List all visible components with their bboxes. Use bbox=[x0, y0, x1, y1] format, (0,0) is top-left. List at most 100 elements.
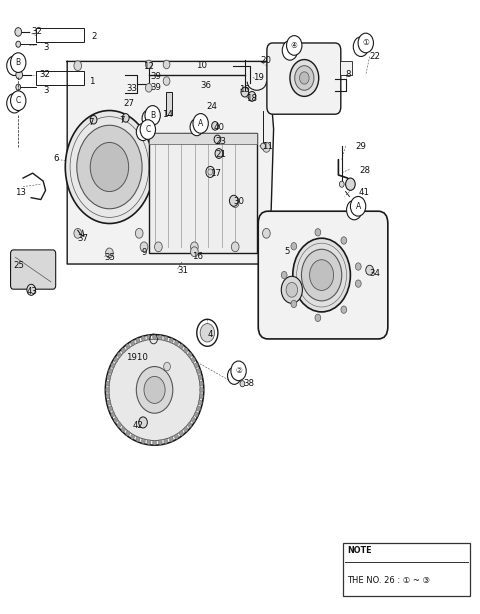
Circle shape bbox=[197, 369, 201, 374]
Text: NOTE: NOTE bbox=[347, 546, 372, 555]
Circle shape bbox=[140, 120, 156, 139]
Circle shape bbox=[175, 341, 179, 346]
Text: 22: 22 bbox=[370, 52, 381, 61]
Text: 21: 21 bbox=[216, 150, 227, 159]
Circle shape bbox=[350, 196, 366, 216]
Circle shape bbox=[7, 56, 22, 76]
Circle shape bbox=[136, 123, 150, 141]
Circle shape bbox=[200, 324, 215, 342]
Bar bbox=[149, 133, 257, 144]
Text: 43: 43 bbox=[26, 287, 37, 296]
Text: 32: 32 bbox=[31, 28, 42, 36]
Circle shape bbox=[208, 169, 213, 175]
Circle shape bbox=[111, 412, 115, 417]
Circle shape bbox=[346, 178, 355, 190]
Circle shape bbox=[214, 135, 221, 144]
Bar bbox=[340, 61, 352, 75]
Circle shape bbox=[310, 260, 334, 290]
Text: C: C bbox=[12, 99, 17, 107]
Circle shape bbox=[107, 375, 111, 379]
Text: 20: 20 bbox=[260, 56, 271, 65]
Circle shape bbox=[153, 335, 156, 340]
Text: A: A bbox=[198, 119, 203, 128]
Circle shape bbox=[215, 149, 223, 158]
Circle shape bbox=[106, 248, 113, 258]
Text: B: B bbox=[150, 111, 155, 120]
Text: 8: 8 bbox=[346, 71, 351, 79]
Circle shape bbox=[194, 363, 198, 368]
Circle shape bbox=[188, 352, 192, 357]
Circle shape bbox=[163, 60, 170, 69]
Text: C: C bbox=[16, 96, 21, 105]
Text: 7: 7 bbox=[88, 119, 93, 127]
Circle shape bbox=[180, 344, 183, 349]
Circle shape bbox=[142, 110, 156, 127]
Circle shape bbox=[65, 111, 154, 223]
Text: 37: 37 bbox=[78, 234, 89, 243]
Circle shape bbox=[114, 418, 118, 422]
Circle shape bbox=[135, 228, 143, 238]
Circle shape bbox=[355, 280, 361, 287]
Circle shape bbox=[190, 119, 204, 136]
Circle shape bbox=[11, 53, 26, 72]
Circle shape bbox=[199, 381, 203, 386]
Text: 30: 30 bbox=[234, 197, 245, 206]
Circle shape bbox=[281, 271, 287, 279]
Text: ②: ② bbox=[235, 367, 242, 375]
Circle shape bbox=[144, 376, 165, 403]
Circle shape bbox=[108, 369, 112, 374]
Text: 4: 4 bbox=[207, 330, 213, 339]
Circle shape bbox=[192, 357, 195, 362]
Circle shape bbox=[131, 434, 134, 439]
Text: 3: 3 bbox=[43, 44, 48, 52]
Circle shape bbox=[142, 336, 145, 341]
Text: 39: 39 bbox=[151, 84, 162, 92]
Circle shape bbox=[111, 363, 115, 368]
FancyBboxPatch shape bbox=[267, 43, 341, 114]
Circle shape bbox=[286, 282, 298, 297]
Circle shape bbox=[358, 33, 373, 53]
Circle shape bbox=[106, 387, 109, 392]
Circle shape bbox=[231, 198, 239, 208]
Text: 14: 14 bbox=[162, 110, 173, 119]
Text: ④: ④ bbox=[291, 41, 298, 50]
Text: 5: 5 bbox=[285, 247, 290, 256]
Text: 17: 17 bbox=[210, 169, 221, 177]
Circle shape bbox=[248, 91, 256, 101]
Text: 40: 40 bbox=[213, 123, 224, 131]
Text: 2: 2 bbox=[91, 33, 96, 41]
Text: ③: ③ bbox=[287, 46, 293, 55]
Circle shape bbox=[114, 357, 118, 362]
Circle shape bbox=[16, 84, 21, 90]
Circle shape bbox=[74, 61, 82, 71]
Circle shape bbox=[90, 142, 129, 192]
Circle shape bbox=[108, 406, 112, 411]
Circle shape bbox=[169, 338, 173, 343]
Circle shape bbox=[16, 41, 21, 47]
Circle shape bbox=[16, 71, 23, 79]
Circle shape bbox=[198, 400, 202, 405]
Circle shape bbox=[199, 394, 203, 398]
Circle shape bbox=[339, 181, 344, 187]
Circle shape bbox=[106, 381, 110, 386]
Bar bbox=[166, 92, 172, 115]
Circle shape bbox=[163, 77, 170, 85]
Circle shape bbox=[295, 66, 314, 90]
Circle shape bbox=[90, 115, 97, 124]
Circle shape bbox=[341, 306, 347, 313]
Text: C: C bbox=[145, 125, 150, 134]
Circle shape bbox=[164, 336, 168, 341]
Circle shape bbox=[287, 36, 302, 55]
Ellipse shape bbox=[109, 340, 200, 441]
Circle shape bbox=[301, 249, 342, 301]
Text: 39: 39 bbox=[151, 72, 162, 81]
Circle shape bbox=[341, 237, 347, 244]
Text: 3: 3 bbox=[43, 86, 48, 95]
Circle shape bbox=[191, 247, 198, 257]
Text: ②: ② bbox=[231, 371, 238, 380]
Circle shape bbox=[355, 263, 361, 270]
Circle shape bbox=[147, 335, 151, 340]
Text: 18: 18 bbox=[246, 95, 257, 103]
Circle shape bbox=[228, 367, 241, 384]
Circle shape bbox=[263, 142, 270, 152]
